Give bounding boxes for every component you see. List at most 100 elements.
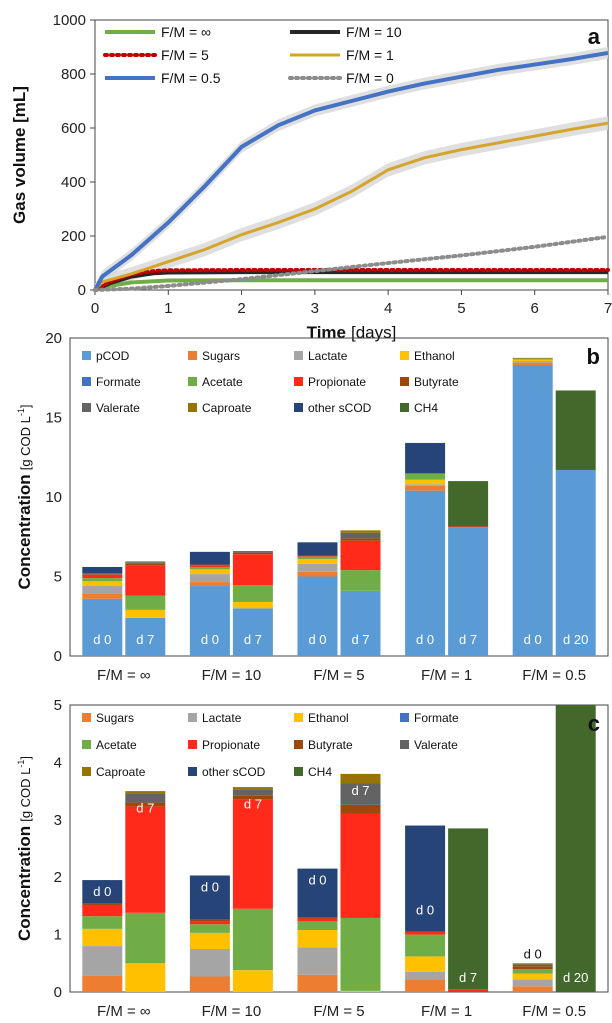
bar-segment-c-ethanol — [405, 956, 446, 972]
legend-label-a: F/M = ∞ — [161, 24, 211, 40]
bar-segment-b-sugars — [189, 582, 230, 587]
bar-segment-b-lactate — [297, 563, 338, 572]
bar-label-b: d 7 — [244, 632, 262, 647]
bar-segment-b-valerate — [232, 551, 273, 553]
bar-label-b: d 0 — [201, 632, 219, 647]
bar-segment-b-propionate — [448, 526, 489, 528]
bar-segment-b-other-scod — [189, 551, 230, 565]
y-axis-label-b: Concentration [g COD L-1] — [15, 404, 34, 589]
legend-label-b: Caproate — [202, 401, 252, 415]
bar-segment-b-acetate — [340, 570, 381, 591]
group-label-c: F/M = 1 — [421, 1003, 472, 1020]
legend-label-b: Butyrate — [414, 375, 459, 389]
y-tick-label-b: 10 — [45, 489, 62, 506]
plot-frame-a — [94, 19, 609, 291]
bar-segment-c-butyrate — [340, 804, 381, 814]
bar-segment-b-ethanol — [297, 559, 338, 564]
legend-label-c: Formate — [414, 711, 459, 725]
bar-segment-b-acetate — [512, 358, 553, 360]
bar-segment-b-propionate — [297, 555, 338, 557]
group-label-c: F/M = 0.5 — [522, 1003, 586, 1020]
bar-label-b: d 0 — [308, 632, 326, 647]
bar-segment-c-ch4 — [448, 828, 489, 990]
legend-swatch-b — [400, 403, 409, 412]
bar-segment-b-ethanol — [232, 601, 273, 609]
bar-segment-c-sugars — [512, 986, 553, 992]
bar-segment-b-propionate — [340, 540, 381, 571]
y-axis-label-a: Gas volume [mL] — [10, 86, 29, 224]
y-tick-label-a: 200 — [61, 228, 86, 245]
legend-swatch-b — [294, 377, 303, 386]
bar-segment-c-sugars — [189, 976, 230, 992]
bar-segment-b-acetate — [232, 585, 273, 602]
legend-swatch-c — [400, 740, 409, 749]
y-tick-label-c: 3 — [54, 812, 62, 829]
x-tick-label-a: 4 — [384, 300, 392, 317]
bar-segment-c-lactate — [82, 946, 123, 976]
bar-segment-c-ethanol — [189, 932, 230, 949]
legend-swatch-c — [400, 713, 409, 722]
bar-segment-b-propionate — [405, 473, 446, 474]
legend-swatch-b — [294, 351, 303, 360]
bar-segment-b-ethanol — [82, 581, 123, 587]
group-label-b: F/M = 10 — [202, 667, 262, 684]
y-tick-label-c: 0 — [54, 984, 62, 1001]
series-line-a-5 — [93, 234, 610, 292]
bar-segment-c-ethanol — [82, 928, 123, 947]
legend-swatch-b — [400, 377, 409, 386]
bar-segment-b-ch4 — [448, 481, 489, 527]
legend-swatch-c — [294, 767, 303, 776]
legend-label-b: Formate — [96, 375, 141, 389]
x-tick-label-a: 1 — [164, 300, 172, 317]
bar-segment-b-acetate — [297, 556, 338, 560]
bar-segment-c-other-scod — [82, 880, 123, 904]
bar-segment-c-acetate — [405, 934, 446, 957]
legend-swatch-b — [188, 403, 197, 412]
legend-swatch-b — [82, 403, 91, 412]
legend-swatch-b — [188, 377, 197, 386]
bar-segment-b-propionate — [232, 554, 273, 586]
panel-c: 0 1 2 3 4 5 Concentration [g COD L-1] F/M = ∞ F/M… — [15, 697, 609, 1020]
bar-segment-b-propionate — [189, 565, 230, 567]
panel-a: 0 200 400 600 800 1000 0 1 2 3 4 5 6 7 Gas volume [mL]… — [10, 12, 612, 342]
y-tick-label-c: 1 — [54, 927, 62, 944]
legend-swatch-b — [400, 351, 409, 360]
bar-segment-c-propionate — [340, 813, 381, 918]
bar-segment-c-propionate — [189, 921, 230, 925]
group-label-c: F/M = 10 — [202, 1003, 262, 1020]
y-tick-label-a: 600 — [61, 120, 86, 137]
legend-label-c: Acetate — [96, 738, 137, 752]
bar-label-b: d 7 — [136, 632, 154, 647]
plot-frame-b — [69, 337, 609, 657]
bar-segment-b-pcod — [297, 576, 338, 656]
bar-segment-b-pcod — [189, 586, 230, 656]
bar-segment-c-ch4 — [555, 705, 596, 992]
y-axis-label-sup-b: -1 — [16, 408, 26, 416]
y-axis-label-unit-c: [g COD L — [18, 768, 33, 822]
bar-segment-b-sugars — [512, 362, 553, 366]
bar-segment-b-ethanol — [405, 479, 446, 485]
bar-label-c: d 7 — [459, 970, 477, 985]
legend-label-b: pCOD — [96, 349, 130, 363]
bar-segment-c-propionate — [297, 918, 338, 922]
x-tick-label-a: 2 — [237, 300, 245, 317]
bar-segment-c-ethanol — [297, 930, 338, 948]
bar-segment-c-acetate — [232, 908, 273, 971]
panel-letter-a: a — [588, 24, 601, 49]
legend-label-c: CH4 — [308, 765, 332, 779]
group-label-c: F/M = ∞ — [97, 1003, 151, 1020]
bar-segment-c-lactate — [512, 979, 553, 987]
bar-segment-b-valerate — [340, 532, 381, 539]
bar-segment-b-acetate — [405, 473, 446, 480]
bar-segment-b-pcod — [82, 598, 123, 656]
y-tick-label-a: 800 — [61, 66, 86, 83]
bar-segment-c-other-scod — [297, 868, 338, 918]
bar-label-b: d 7 — [459, 632, 477, 647]
bar-segment-b-pcod — [232, 608, 273, 656]
panel-letter-c: c — [588, 711, 600, 736]
bar-segment-c-propionate — [232, 799, 273, 909]
legend-label-c: Caproate — [96, 765, 146, 779]
series-line-a-3 — [93, 121, 609, 292]
legend-label-a: F/M = 1 — [346, 47, 394, 63]
